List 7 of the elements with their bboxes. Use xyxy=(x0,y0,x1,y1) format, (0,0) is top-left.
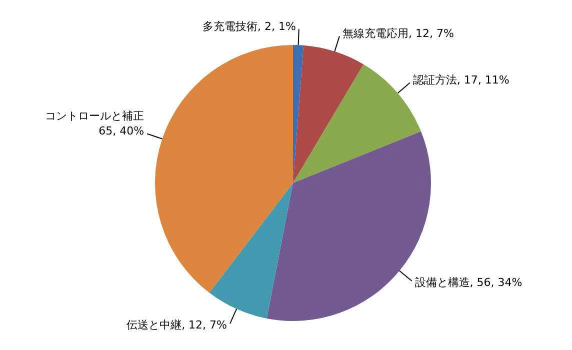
slice-label: 設備と構造, 56, 34% xyxy=(414,276,522,289)
slice-label: 多充電技術, 2, 1% xyxy=(202,20,296,33)
slice-label: 無線充電応用, 12, 7% xyxy=(342,27,454,40)
slice-label: 認証方法, 17, 11% xyxy=(412,74,510,87)
slice-label: 伝送と中継, 12, 7% xyxy=(126,318,228,332)
slice-label: コントロールと補正 xyxy=(45,110,144,123)
data-label: 65, 40% xyxy=(98,124,144,138)
